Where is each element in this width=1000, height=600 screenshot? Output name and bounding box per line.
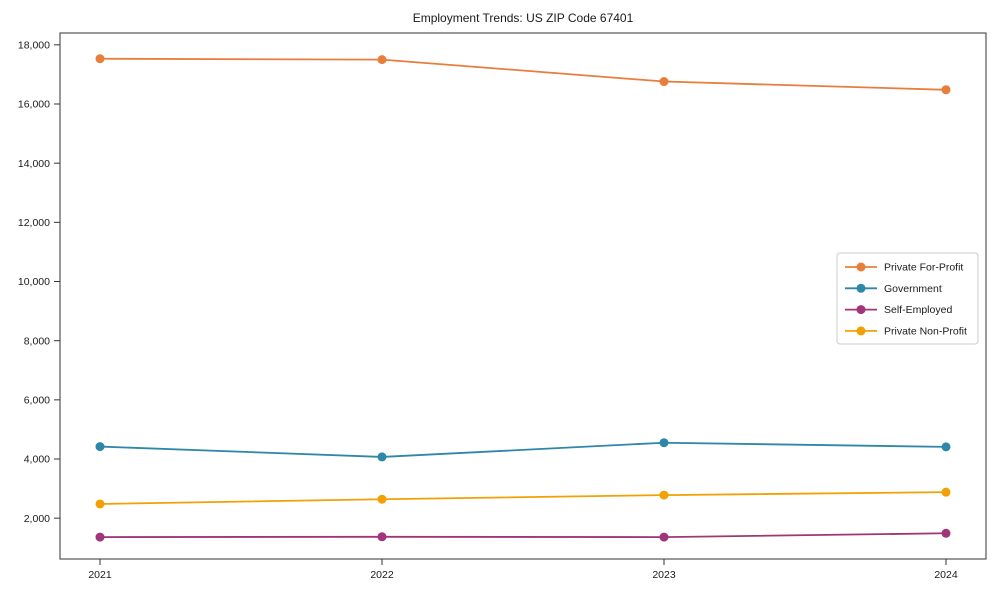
legend-box	[836, 252, 979, 345]
data-point-private-non-profit	[377, 494, 387, 504]
chart-title: Employment Trends: US ZIP Code 67401	[413, 11, 634, 25]
y-tick-label: 2,000	[24, 513, 50, 525]
legend-label: Private Non-Profit	[884, 326, 967, 338]
series-line-government	[99, 441, 947, 458]
legend-item-private-non-profit: Private Non-Profit	[845, 326, 967, 338]
legend-item-self-employed: Self-Employed	[845, 304, 952, 316]
data-point-private-for-profit	[659, 77, 669, 87]
legend-label: Government	[884, 283, 942, 295]
data-point-self-employed	[95, 532, 105, 542]
data-point-private-non-profit	[95, 499, 105, 509]
data-point-self-employed	[377, 532, 387, 542]
plot-frame	[59, 32, 987, 560]
data-point-private-for-profit	[941, 85, 951, 95]
y-tick-label: 6,000	[24, 394, 50, 406]
x-tick-label: 2022	[370, 569, 394, 581]
data-point-self-employed	[659, 532, 669, 542]
data-point-self-employed	[941, 528, 951, 538]
data-point-private-for-profit	[95, 54, 105, 64]
y-tick-label: 16,000	[18, 99, 50, 111]
legend-label: Private For-Profit	[884, 262, 963, 274]
y-axis: 2,000 4,000 6,000 8,000 10,000 12,000 14,000 16…	[18, 39, 60, 525]
data-point-government	[377, 452, 387, 462]
data-point-private-non-profit	[659, 490, 669, 500]
y-tick-label: 12,000	[18, 217, 50, 229]
x-tick-label: 2023	[652, 569, 676, 581]
data-point-private-non-profit	[941, 487, 951, 497]
series-line-private-for-profit	[99, 57, 947, 91]
y-tick-label: 10,000	[18, 276, 50, 288]
series-layer	[95, 54, 951, 542]
legend-marker-icon	[856, 305, 866, 315]
data-point-private-for-profit	[377, 55, 387, 65]
x-axis: 2021 2022 2023 2024	[88, 559, 958, 581]
legend-item-private-for-profit: Private For-Profit	[845, 262, 963, 274]
y-tick-label: 4,000	[24, 454, 50, 466]
legend-label: Self-Employed	[884, 304, 952, 316]
legend: Private For-Profit Government Self-Employe…	[836, 252, 979, 345]
y-tick-label: 8,000	[24, 335, 50, 347]
data-point-government	[659, 438, 669, 448]
y-tick-label: 14,000	[18, 158, 50, 170]
legend-marker-icon	[856, 283, 866, 293]
series-line-self-employed	[99, 532, 947, 539]
data-point-government	[941, 442, 951, 452]
legend-marker-icon	[856, 262, 866, 272]
y-tick-label: 18,000	[18, 39, 50, 51]
x-tick-label: 2021	[88, 569, 112, 581]
x-tick-label: 2024	[934, 569, 958, 581]
data-point-government	[95, 442, 105, 452]
legend-marker-icon	[856, 326, 866, 336]
series-line-private-non-profit	[99, 491, 947, 505]
legend-item-government: Government	[845, 283, 942, 295]
